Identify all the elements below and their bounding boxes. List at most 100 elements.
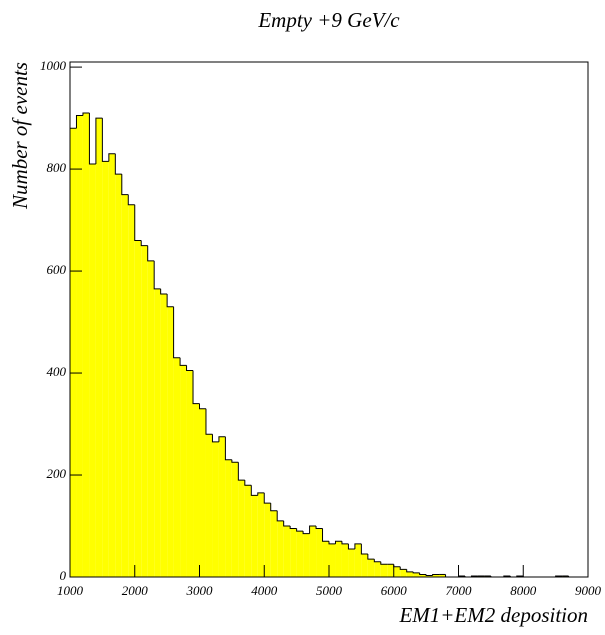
bar-outline [393,564,401,568]
bar [199,408,206,577]
bar [128,204,135,577]
bar-outline [283,520,291,527]
bar-outline [276,510,284,522]
bar-outline [101,118,109,162]
x-tick-label: 9000 [575,583,602,598]
bar [154,288,161,577]
bar [400,569,407,577]
bar [290,528,297,577]
y-tick-label: 1000 [40,58,67,73]
bar-outline [432,573,440,576]
bar [432,574,440,577]
bar-outline [322,528,329,542]
bar-outline [354,543,362,549]
bar [95,118,103,577]
y-tick-label: 400 [47,364,67,379]
bar-outline [367,554,375,560]
bar [439,574,446,577]
chart-title: Empty +9 GeV/c [257,8,400,32]
bar [367,559,375,577]
bar [562,575,569,577]
bar-outline [373,559,381,563]
bar [322,541,329,577]
bar-outline [263,492,271,504]
bar [257,492,265,577]
x-tick-label: 3000 [186,583,214,598]
bar-outline [199,403,206,410]
bar [251,495,258,577]
bar [393,566,401,577]
y-tick-label: 200 [47,466,67,481]
bar [303,533,310,577]
bar [335,541,342,577]
bar-outline [160,288,168,295]
bar-outline [244,480,252,486]
bar-outline [192,370,200,405]
bar [471,575,478,577]
x-tick-label: 2000 [122,583,149,598]
bar-outline [425,574,433,576]
bar [167,306,174,577]
bar-outline [360,543,368,555]
bar-outline [231,459,239,463]
bar [173,357,181,577]
bar-outline [205,408,213,435]
bar [516,575,524,577]
bar-outline [412,571,420,574]
bar-outline [309,525,317,534]
bar [147,260,155,577]
bar [205,434,213,577]
bar [270,510,278,577]
bar-outline [406,569,414,573]
y-tick-label: 600 [47,262,67,277]
bar [102,161,109,577]
bar-outline [211,434,219,443]
bar [387,564,394,577]
bar [121,194,129,577]
x-tick-label: 8000 [510,583,537,598]
bar [380,564,388,577]
bar [477,575,485,577]
bar-outline [127,194,135,206]
bar-outline [75,115,83,129]
bar [309,526,317,577]
bar [413,572,420,577]
bar [316,528,323,577]
x-axis-label: EM1+EM2 deposition [398,603,588,627]
bar-outline [380,561,388,565]
bar-outline [140,240,148,247]
bar [238,480,245,577]
bar [193,403,200,577]
bar [244,485,252,577]
bar-outline [250,485,258,496]
bar [160,294,168,577]
bar [231,462,239,577]
bar [503,575,511,577]
bar [89,163,96,577]
bar [283,526,291,577]
bar-outline [95,117,103,164]
bar-outline [153,260,161,290]
bar-outline [88,112,96,165]
bar-outline [224,436,232,461]
bar [484,575,491,577]
x-tick-label: 5000 [316,583,343,598]
bar [186,370,194,577]
x-tick-label: 1000 [57,583,84,598]
bar-outline [121,174,129,196]
bar [180,365,187,577]
bar-outline [399,566,407,570]
bar-outline [186,365,194,371]
bar-outline [108,153,116,162]
x-tick-label: 4000 [251,583,278,598]
bar-outline [134,204,142,241]
bar [82,112,90,577]
bar-outline [296,528,304,532]
bar [329,543,336,577]
y-tick-label: 0 [60,568,67,583]
bar-outline [419,572,427,575]
bar-outline [173,306,181,359]
bar [419,574,427,577]
bar [108,153,116,578]
bar [426,575,433,577]
